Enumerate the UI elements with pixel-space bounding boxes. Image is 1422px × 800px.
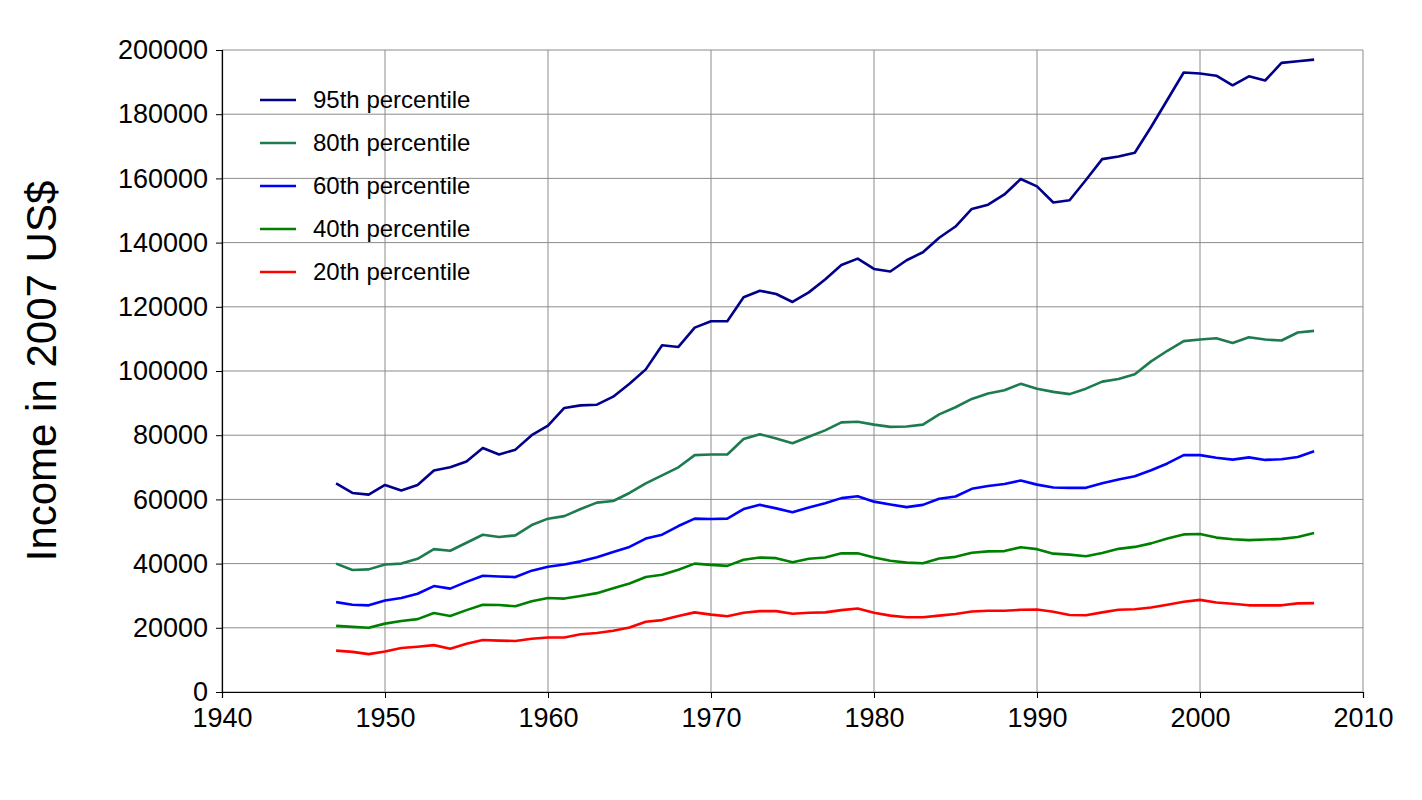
legend: 95th percentile 80th percentile 60th perce… xyxy=(260,86,470,285)
tick-mark xyxy=(216,307,222,308)
legend-swatch xyxy=(260,185,296,188)
tick: 80000 xyxy=(133,420,222,450)
grid-line-y xyxy=(222,435,1363,436)
tick-mark xyxy=(385,692,386,698)
tick-label: 60000 xyxy=(133,485,208,515)
tick: 2000 xyxy=(1170,692,1230,733)
tick: 120000 xyxy=(118,292,222,322)
tick: 1950 xyxy=(355,692,415,733)
legend-swatch xyxy=(260,99,296,102)
legend-item: 40th percentile xyxy=(260,215,470,242)
grid-line-y xyxy=(222,371,1363,372)
legend-label: 95th percentile xyxy=(313,86,470,113)
tick: 1970 xyxy=(681,692,741,733)
series-line xyxy=(336,451,1314,605)
tick: 0 xyxy=(193,677,222,707)
tick: 160000 xyxy=(118,164,222,194)
tick-mark xyxy=(216,499,222,500)
axis-line xyxy=(216,51,223,693)
tick-label: 1950 xyxy=(355,703,415,733)
legend-swatch xyxy=(260,271,296,274)
grid xyxy=(222,50,1363,692)
grid-line-y xyxy=(222,114,1363,115)
tick-mark xyxy=(874,692,875,698)
series-line xyxy=(336,331,1314,570)
tick-label: 40000 xyxy=(133,549,208,579)
tick: 40000 xyxy=(133,549,222,579)
tick: 2010 xyxy=(1333,692,1393,733)
tick-label: 1940 xyxy=(192,703,252,733)
tick: 20000 xyxy=(133,613,222,643)
chart: 1940 1950 1960 1970 1980 1990 2000 2010 0 20000 40… xyxy=(0,0,1422,800)
y-axis: 0 20000 40000 60000 80000 100000 120000 140000 1… xyxy=(118,35,223,707)
tick: 200000 xyxy=(118,35,222,65)
grid-line-y xyxy=(222,50,1363,51)
tick-label: 80000 xyxy=(133,420,208,450)
tick-label: 120000 xyxy=(118,292,208,322)
legend-item: 20th percentile xyxy=(260,258,470,285)
tick-label: 2010 xyxy=(1333,703,1393,733)
tick-mark xyxy=(216,564,222,565)
tick-label: 140000 xyxy=(118,228,208,258)
tick-mark xyxy=(216,371,222,372)
tick: 60000 xyxy=(133,485,222,515)
tick-mark xyxy=(216,178,222,179)
grid-line-y xyxy=(222,627,1363,628)
tick-mark xyxy=(216,50,222,51)
grid-line-y xyxy=(222,306,1363,307)
grid-line-y xyxy=(222,499,1363,500)
legend-label: 40th percentile xyxy=(313,215,470,242)
tick-label: 20000 xyxy=(133,613,208,643)
tick-label: 1990 xyxy=(1007,703,1067,733)
tick-mark xyxy=(216,114,222,115)
tick: 180000 xyxy=(118,99,222,129)
tick-label: 100000 xyxy=(118,356,208,386)
legend-label: 20th percentile xyxy=(313,258,470,285)
axis-line xyxy=(223,693,1364,699)
series-line xyxy=(336,600,1314,654)
legend-label: 80th percentile xyxy=(313,129,470,156)
tick-mark xyxy=(711,692,712,698)
tick-mark xyxy=(1363,692,1364,698)
legend-item: 95th percentile xyxy=(260,86,470,113)
tick-mark xyxy=(216,243,222,244)
plot: 1940 1950 1960 1970 1980 1990 2000 2010 0 20000 40… xyxy=(118,35,1394,733)
tick-mark xyxy=(1200,692,1201,698)
legend-swatch xyxy=(260,142,296,145)
tick: 1960 xyxy=(518,692,578,733)
legend-item: 60th percentile xyxy=(260,172,470,199)
tick-mark xyxy=(548,692,549,698)
tick-mark xyxy=(216,692,222,693)
tick: 1980 xyxy=(844,692,904,733)
tick: 1990 xyxy=(1007,692,1067,733)
legend-item: 80th percentile xyxy=(260,129,470,156)
tick-label: 2000 xyxy=(1170,703,1230,733)
tick-label: 0 xyxy=(193,677,208,707)
tick-label: 180000 xyxy=(118,99,208,129)
tick-label: 1960 xyxy=(518,703,578,733)
tick: 140000 xyxy=(118,228,222,258)
x-axis: 1940 1950 1960 1970 1980 1990 2000 2010 xyxy=(192,692,1393,733)
tick-label: 160000 xyxy=(118,164,208,194)
tick-label: 1980 xyxy=(844,703,904,733)
legend-swatch xyxy=(260,228,296,231)
tick: 100000 xyxy=(118,356,222,386)
y-axis-title: Income in 2007 US$ xyxy=(18,181,65,562)
tick-label: 200000 xyxy=(118,35,208,65)
tick-mark xyxy=(216,435,222,436)
tick-label: 1970 xyxy=(681,703,741,733)
lines xyxy=(336,60,1314,654)
tick-mark xyxy=(216,628,222,629)
tick-mark xyxy=(1037,692,1038,698)
legend-label: 60th percentile xyxy=(313,172,470,199)
